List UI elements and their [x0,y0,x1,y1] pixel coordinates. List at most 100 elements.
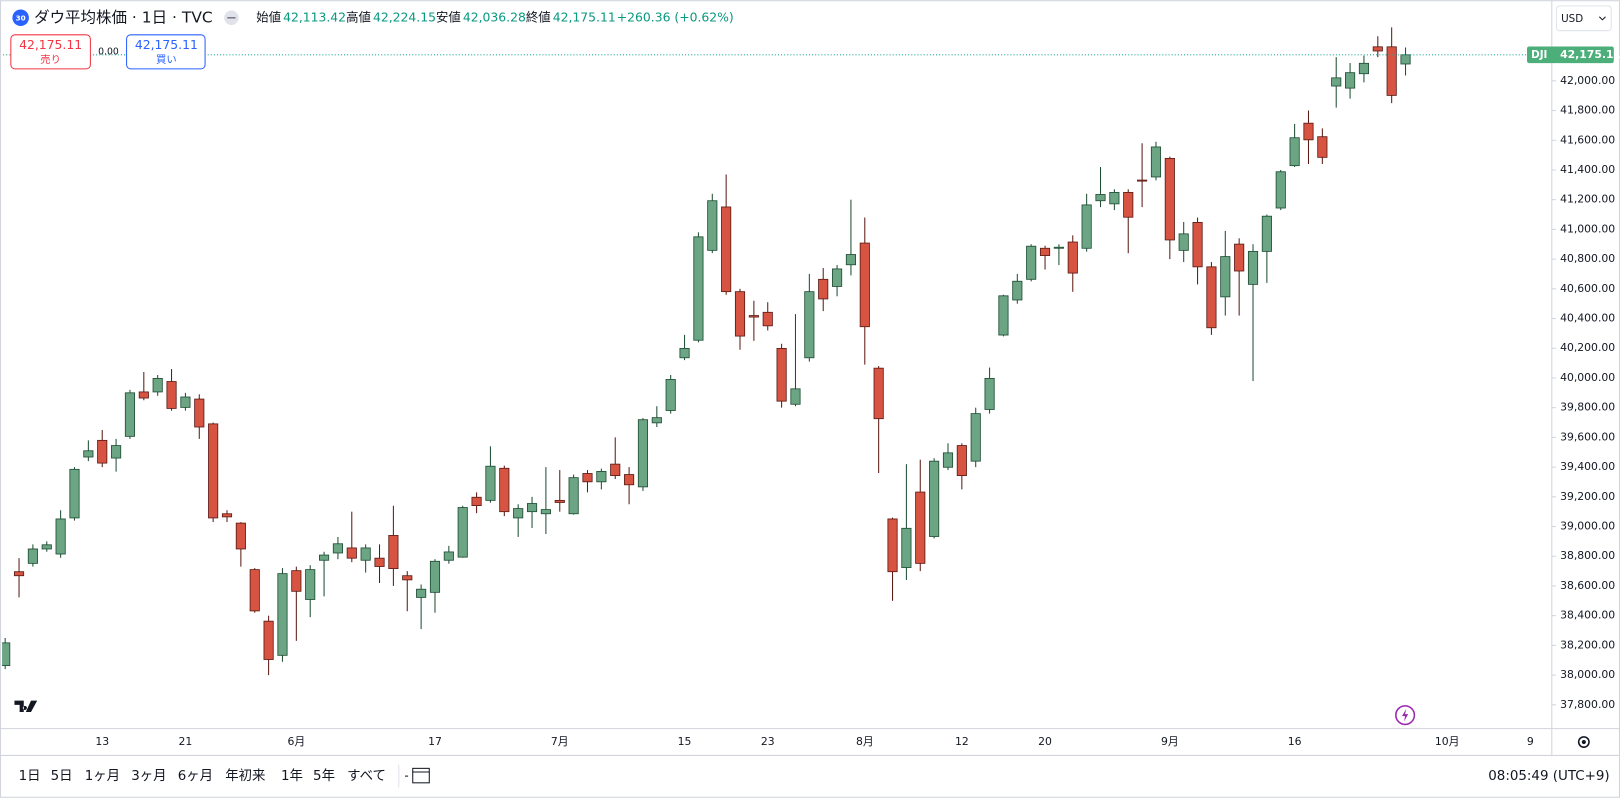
candle [637,418,649,491]
candle-body [734,291,746,337]
candle-body [97,439,108,464]
candle-body [1275,171,1286,209]
y-tick-label: 41,800.00 [1560,104,1615,117]
candle [1372,36,1383,58]
candle-body [1067,241,1078,274]
candle-body [665,379,676,411]
candle [166,369,177,411]
candle [305,565,316,618]
candle-body [610,463,621,476]
candle [526,496,538,529]
candle-body [513,508,524,519]
candle [762,302,773,331]
candle [55,510,66,558]
calendar-icon[interactable] [405,767,430,784]
candle [970,407,981,468]
candle [332,536,343,560]
candle-body [291,570,302,592]
candle-body [970,413,981,462]
range-button[interactable]: 3ヶ月 [131,769,166,784]
candle-body [1012,280,1023,301]
sell-price: 42,175.11 [19,37,82,52]
last-price-tag [1527,46,1614,64]
candle-body [1164,157,1175,241]
y-tick-label: 39,800.00 [1560,401,1615,414]
candle-body [346,547,357,559]
clock: 08:05:49 (UTC+9) [1488,769,1609,784]
candle-body [166,381,177,409]
currency-select[interactable] [1555,5,1612,32]
candle-body [679,347,690,359]
range-button[interactable]: 5年 [313,768,335,784]
candle-body [1081,204,1092,249]
settings-core [1581,739,1586,745]
ohlc-value: 42,036.28 [463,9,526,24]
ohlc-label: 終値 [526,9,551,24]
candle [1261,214,1272,283]
y-tick-label: 40,000.00 [1560,371,1615,384]
ohlc-value: 42,224.15 [373,9,436,24]
candle-body [984,378,995,410]
candle-body [471,496,482,506]
candle-body [1137,179,1148,182]
x-tick-label: 16 [1288,735,1302,748]
x-tick-label: 7月 [551,735,569,748]
candle [1123,189,1134,254]
range-button[interactable]: 年初来 [225,768,265,784]
range-button[interactable]: 6ヶ月 [178,769,213,784]
candle-body [2,642,11,667]
range-button[interactable]: すべて [347,768,386,784]
candle [402,571,413,612]
ohlc-value: 42,175.11 [553,9,616,24]
symbol-badge [12,9,29,27]
buy-button[interactable] [126,34,206,70]
candle [2,637,11,670]
y-tick-label: 40,600.00 [1560,282,1615,295]
candle [776,343,787,408]
candle-body [83,450,94,458]
candle [568,474,579,515]
candle-body [915,491,926,564]
candle [887,517,898,601]
x-tick-label: 9月 [1161,735,1179,748]
candle [818,268,829,312]
candle [1400,47,1411,76]
candle-body [582,473,593,483]
sell-button[interactable] [10,34,91,70]
candle-body [305,569,316,600]
candle [1220,230,1231,316]
candle [873,366,884,474]
range-button[interactable]: 1日 [19,769,41,784]
candle [942,443,954,471]
x-tick-label: 10月 [1435,735,1460,748]
ohlc-value: 42,113.42 [283,9,346,24]
candle-body [693,236,704,341]
candle [582,470,593,493]
candle-body [360,547,371,561]
candle [610,437,621,479]
candle-body [27,548,38,564]
candle [721,174,732,295]
candle [485,446,496,503]
range-button[interactable]: 1年 [281,768,303,784]
candle-body [194,398,205,428]
candle-body [277,573,288,656]
candle-body [13,571,25,577]
candle-body [443,551,454,561]
ohlc-label: 安値 [436,9,461,24]
candle [388,505,399,586]
events-icon[interactable] [1395,705,1416,726]
events-bolt [1402,708,1409,722]
candle-body [818,278,829,300]
candle [859,217,870,365]
range-button[interactable]: 5日 [51,769,73,784]
candle [929,458,940,539]
settings-icon[interactable] [1577,736,1590,748]
candle [346,511,357,563]
candle-body [596,471,607,483]
candle-body [942,452,954,468]
x-tick-label: 17 [428,735,442,748]
range-button[interactable]: 1ヶ月 [85,769,120,784]
